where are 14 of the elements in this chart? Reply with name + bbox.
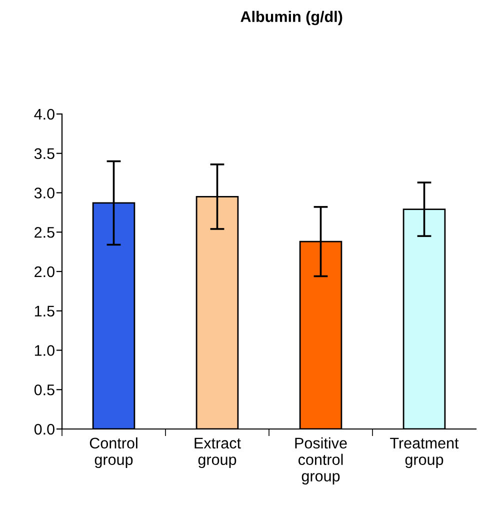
x-tick-label: Extract group bbox=[194, 438, 241, 468]
y-tick-label: 0.0 bbox=[34, 424, 54, 435]
y-tick-label: 1.0 bbox=[34, 345, 54, 356]
x-tick-label: Treatment group bbox=[390, 438, 459, 468]
y-tick-label: 0.5 bbox=[34, 384, 54, 396]
y-tick-label: 1.5 bbox=[34, 306, 54, 317]
y-tick-label: 4.0 bbox=[34, 108, 54, 120]
y-tick-label: 3.5 bbox=[34, 148, 54, 160]
y-tick-label: 3.0 bbox=[34, 188, 54, 198]
y-tick-label: 2.0 bbox=[34, 266, 54, 278]
y-tick-label: 2.5 bbox=[34, 226, 54, 238]
x-tick-label: Control group bbox=[90, 437, 138, 468]
chart-title: Albumin (g/dl) bbox=[240, 10, 342, 26]
x-tick-label: Positive control group bbox=[295, 437, 347, 484]
